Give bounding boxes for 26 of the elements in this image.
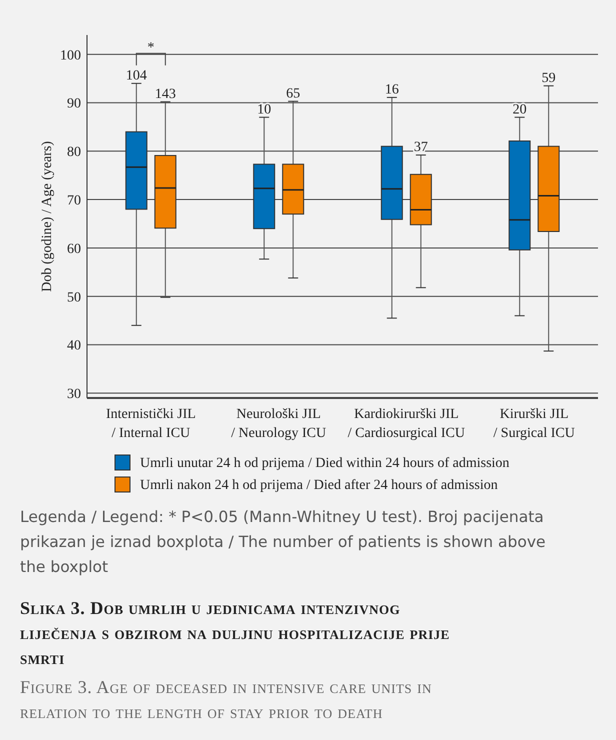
- y-tick-label: 100: [60, 48, 81, 64]
- text: 143: [154, 86, 176, 102]
- y-tick-label: 70: [67, 193, 81, 208]
- annotation: *: [147, 40, 154, 56]
- text: 20: [512, 102, 527, 118]
- y-tick-label: 80: [67, 145, 81, 160]
- text: 59: [542, 70, 556, 86]
- x-tick-label: Internistički JIL / Internal ICU: [106, 407, 196, 441]
- legend-label: Umrli nakon 24 h od prijema / Died after 24 hours of admission: [140, 478, 498, 493]
- x-tick-label: Neurološki JIL / Neurology ICU: [231, 407, 326, 441]
- x-tick-label: Kardiokirurški JIL / Cardiosurgical ICU: [348, 407, 465, 441]
- text: Slika 3. Dob umrlih u jedinicama intenzivnog liječenja s obzirom na duljinu hospitalizacije prije smrti: [20, 598, 450, 668]
- text: 10: [257, 102, 272, 118]
- y-tick-label: 40: [67, 338, 81, 354]
- x-tick-label: Kirurški JIL / Surgical ICU: [493, 407, 575, 441]
- y-tick-label: 60: [67, 242, 81, 257]
- text: 65: [286, 86, 300, 102]
- text: Figure 3. Age of deceased in intensive care units in relation to the length of stay prior to death: [20, 677, 432, 722]
- y-tick-label: 30: [67, 387, 81, 402]
- y-axis-title: Dob (godine) / Age (years): [40, 140, 55, 292]
- legend-label: Umrli unutar 24 h od prijema / Died within 24 hours of admission: [140, 456, 510, 471]
- text: 104: [126, 68, 147, 84]
- y-tick-label: 90: [67, 96, 81, 112]
- text: 16: [384, 82, 399, 98]
- y-tick-label: 50: [67, 290, 81, 306]
- text: Legenda / Legend: * P<0.05 (Mann-Whitney U test). Broj pacijenata prikazan je iznad boxplota / The number of patients is shown above the boxplot: [20, 508, 546, 576]
